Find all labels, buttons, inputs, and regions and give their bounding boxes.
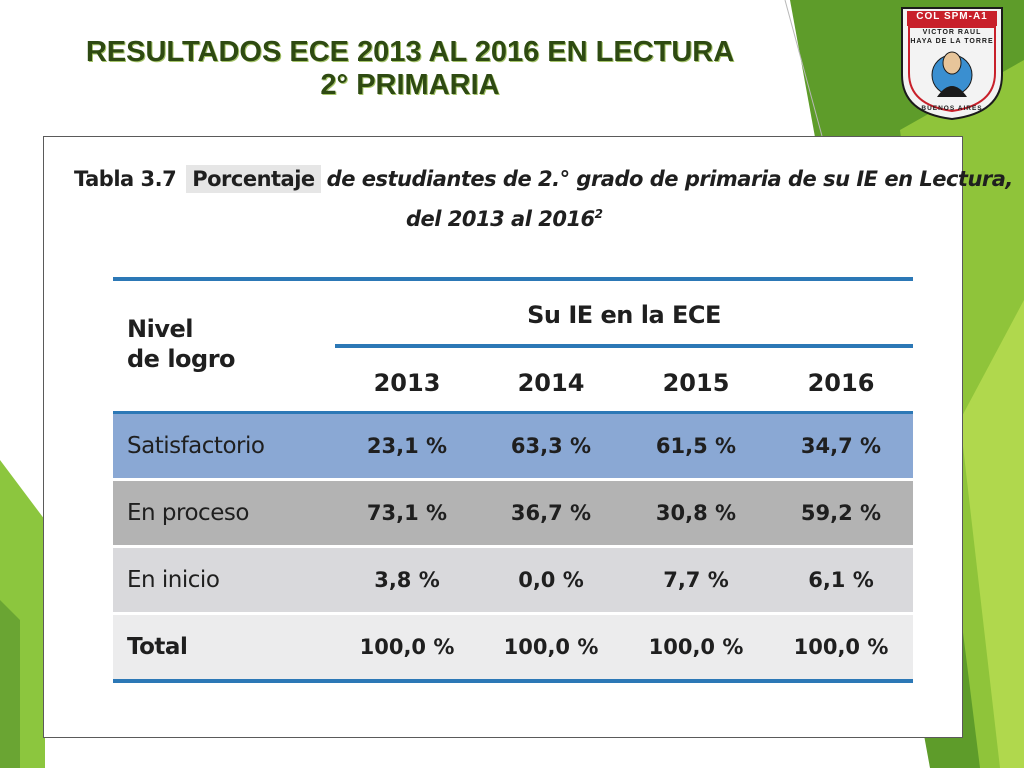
group-header-rule (335, 344, 913, 348)
slide-title: RESULTADOS ECE 2013 AL 2016 EN LECTURA 2… (20, 36, 800, 102)
year-header-2015: 2015 (662, 369, 730, 397)
row-label: En proceso (127, 500, 249, 526)
slide-title-line2: 2° PRIMARIA (320, 69, 500, 101)
caption-highlight: Porcentaje (186, 165, 321, 193)
table-row-satisfactorio: Satisfactorio 23,1 % 63,3 % 61,5 % 34,7 … (113, 411, 913, 478)
caption-label: Tabla 3.7 (74, 167, 177, 191)
results-table: Nivel de logro Su IE en la ECE 2013 2014… (113, 277, 913, 683)
caption-line1-text: de estudiantes de 2.° grado de primaria … (326, 167, 1014, 191)
table-cell: 100,0 % (503, 635, 599, 659)
year-header-2016: 2016 (807, 369, 875, 397)
table-cell: 34,7 % (800, 434, 882, 458)
table-row-en-inicio: En inicio 3,8 % 0,0 % 7,7 % 6,1 % (113, 545, 913, 612)
year-header-2014: 2014 (517, 369, 585, 397)
table-row-total: Total 100,0 % 100,0 % 100,0 % 100,0 % (113, 612, 913, 683)
table-cell: 7,7 % (663, 568, 729, 592)
logo-bottom-text: BUENOS AIRES (921, 105, 983, 112)
row-header-line2: de logro (127, 345, 236, 373)
green-band-right-mid (960, 300, 1024, 768)
table-cell: 100,0 % (793, 635, 889, 659)
caption-line2: del 2013 al 20162 (406, 207, 603, 231)
caption-line1: Tabla 3.7 Porcentaje de estudiantes de 2.°… (74, 165, 1014, 193)
table-cell: 63,3 % (510, 434, 592, 458)
table-cell: 0,0 % (518, 568, 584, 592)
logo-name-line2: HAYA DE LA TORRE (910, 38, 994, 45)
table-cell: 100,0 % (359, 635, 455, 659)
year-header-2013: 2013 (373, 369, 441, 397)
row-label: En inicio (127, 567, 220, 593)
table-cell: 23,1 % (366, 434, 448, 458)
table-cell: 59,2 % (800, 501, 882, 525)
school-logo: COL SPM-A1 VICTOR RAUL HAYA DE LA TORRE … (899, 5, 1005, 121)
logo-top-text: COL SPM-A1 (916, 11, 988, 22)
group-header: Su IE en la ECE (527, 301, 721, 329)
caption-line2-text: del 2013 al 2016 (406, 207, 595, 231)
row-label: Satisfactorio (127, 433, 265, 459)
row-label: Total (127, 634, 188, 660)
row-header: Nivel de logro (127, 314, 236, 374)
table-image-panel: Tabla 3.7 Porcentaje de estudiantes de 2.°… (43, 136, 1013, 738)
slide-title-line1: RESULTADOS ECE 2013 AL 2016 EN LECTURA (85, 36, 735, 68)
row-header-line1: Nivel (127, 315, 193, 343)
green-wedge-left-dark (0, 600, 20, 768)
table-cell: 6,1 % (808, 568, 874, 592)
table-cell: 3,8 % (374, 568, 440, 592)
table-cell: 36,7 % (510, 501, 592, 525)
table-header: Nivel de logro Su IE en la ECE 2013 2014… (113, 281, 913, 411)
table-cell: 61,5 % (655, 434, 737, 458)
table-cell: 30,8 % (655, 501, 737, 525)
table-cell: 100,0 % (648, 635, 744, 659)
school-shield-icon (901, 7, 1003, 121)
thin-diagonal-line (784, 0, 823, 137)
logo-name-line1: VICTOR RAUL (922, 29, 982, 36)
table-cell: 73,1 % (366, 501, 448, 525)
table-row-en-proceso: En proceso 73,1 % 36,7 % 30,8 % 59,2 % (113, 478, 913, 545)
caption-superscript: 2 (594, 207, 603, 221)
